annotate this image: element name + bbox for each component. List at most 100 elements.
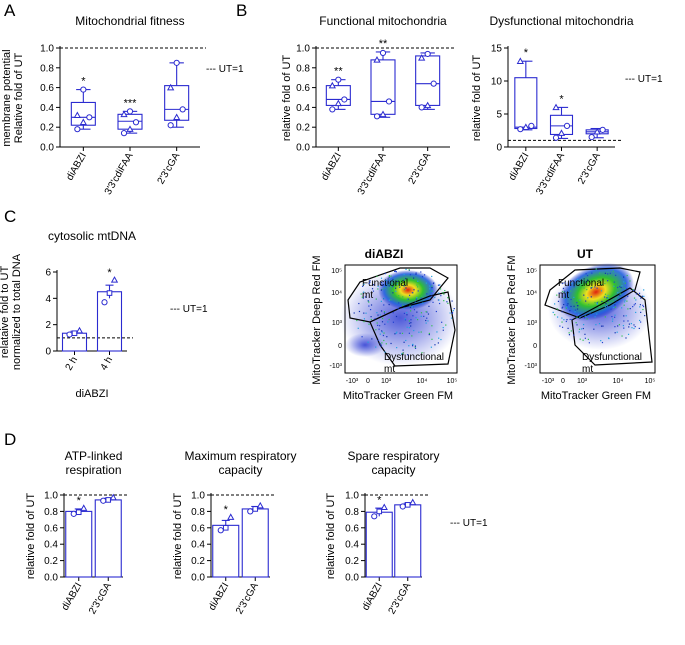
flow-event: [431, 286, 433, 289]
flow-event: [628, 326, 630, 328]
flow-event: [640, 311, 642, 313]
box: [415, 55, 441, 106]
flow-event: [406, 354, 409, 356]
y-tick-label: 0.8: [191, 507, 205, 518]
data-point: [252, 506, 259, 512]
flow-event: [408, 345, 410, 347]
flow-event: [402, 296, 404, 298]
flow-event: [387, 321, 389, 323]
flow-event: [379, 333, 381, 335]
flow-event: [596, 313, 598, 315]
chart-dysfunctional-mito: Dysfunctional mitochondria relative fold …: [471, 14, 634, 197]
flow-event: [565, 320, 567, 323]
flow-event: [368, 301, 370, 303]
flow-event: [380, 300, 382, 302]
xtick: -10³: [346, 378, 359, 385]
data-point: [73, 111, 81, 119]
flow-event: [589, 313, 591, 315]
flow-event: [416, 297, 418, 299]
data-point: [552, 134, 560, 141]
x-tick-label: 2 h: [64, 355, 80, 373]
ytick: 10⁴: [526, 290, 537, 297]
flow-event: [382, 284, 384, 287]
data-point: [222, 525, 229, 531]
flow-xlabel: MitoTracker Green FM: [343, 390, 453, 402]
data-point: [120, 110, 128, 118]
flow-event: [642, 304, 644, 306]
flow-event: [590, 296, 592, 298]
data-point: [341, 96, 348, 103]
ytick: 10³: [527, 320, 538, 327]
flow-event: [430, 346, 432, 348]
flow-event: [578, 328, 581, 330]
data-point: [418, 54, 426, 61]
flow-event: [640, 321, 642, 323]
y-tick-label: 2: [45, 320, 51, 331]
flow-event: [380, 344, 382, 346]
flow-event: [638, 295, 641, 297]
flow-event: [449, 312, 451, 314]
flow-event: [439, 284, 441, 286]
flow-event: [413, 277, 415, 279]
flow-event: [353, 312, 355, 314]
flow-event: [562, 287, 565, 290]
flow-event: [635, 293, 638, 295]
flow-event: [388, 275, 391, 278]
flow-event: [565, 306, 568, 308]
flow-event: [585, 281, 587, 283]
flow-event: [596, 302, 598, 304]
flow-event: [373, 284, 375, 286]
flow-event: [427, 320, 429, 322]
data-point: [373, 113, 381, 120]
data-point: [522, 123, 530, 130]
significance-mark: *: [224, 504, 229, 516]
flow-event: [644, 314, 646, 317]
panel-letter-a: A: [4, 1, 16, 20]
flow-event: [584, 337, 586, 339]
flow-event: [395, 315, 398, 318]
data-point: [227, 513, 235, 520]
flow-event: [616, 301, 618, 303]
flow-event: [410, 322, 412, 324]
flow-event: [627, 333, 630, 335]
legend-ut-b: --- UT=1: [625, 74, 663, 85]
flow-event: [563, 319, 565, 321]
flow-xticks: -10³ 0 10³ 10⁴ 10⁵: [346, 378, 458, 385]
flow-event: [630, 322, 632, 325]
flow-event: [595, 324, 597, 326]
y-tick-label: 0.6: [296, 83, 310, 94]
flow-event: [556, 294, 558, 296]
flow-event: [605, 302, 607, 305]
y-axis-label: relative fold of UT: [281, 55, 293, 141]
flow-event: [623, 320, 625, 322]
flow-event: [422, 302, 424, 304]
flow-event: [614, 326, 616, 328]
flow-event: [628, 323, 630, 325]
flow-event: [382, 334, 385, 337]
flow-event: [579, 299, 581, 301]
flow-event: [402, 352, 404, 354]
flow-event: [368, 323, 370, 325]
flow-event: [418, 331, 420, 333]
flow-event: [357, 327, 359, 329]
flow-event: [601, 283, 603, 286]
flow-event: [404, 319, 407, 321]
flow-event: [600, 290, 603, 292]
flow-event: [579, 338, 581, 340]
flow-event: [606, 304, 608, 307]
ytick: 10³: [332, 320, 343, 327]
data-point: [379, 49, 387, 57]
flow-event: [392, 285, 394, 288]
ytick: -10³: [330, 363, 343, 370]
flow-event: [642, 305, 645, 308]
flow-event: [607, 273, 609, 275]
flow-event: [612, 301, 614, 303]
x-tick-label: 2'3'cGA: [387, 581, 414, 617]
y-tick-label: 0.8: [296, 63, 310, 74]
flow-event: [566, 319, 568, 321]
flow-event: [608, 337, 610, 340]
flow-event: [621, 335, 623, 337]
flow-event: [417, 290, 419, 292]
flow-event: [362, 285, 364, 287]
flow-event: [388, 318, 390, 321]
